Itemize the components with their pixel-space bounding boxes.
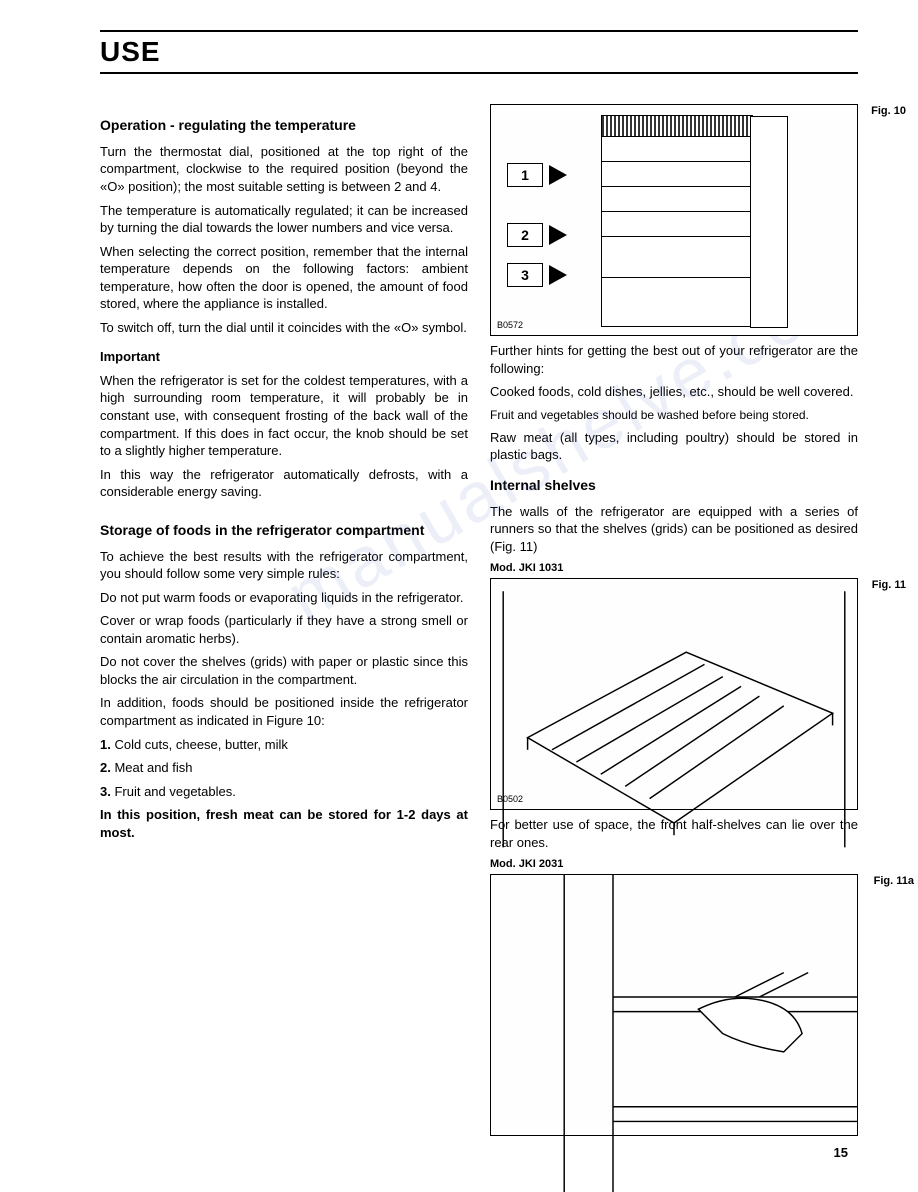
shelf-svg <box>491 579 857 860</box>
para: Cover or wrap foods (particularly if the… <box>100 612 468 647</box>
fig-code: B0572 <box>497 319 523 331</box>
fridge-sketch <box>601 115 753 327</box>
page-title: USE <box>100 36 858 68</box>
para: Cooked foods, cold dishes, jellies, etc.… <box>490 383 858 401</box>
para: The walls of the refrigerator are equipp… <box>490 503 858 556</box>
list-item: 3. Fruit and vegetables. <box>100 783 468 801</box>
fridge-door <box>750 116 788 328</box>
shelf-line <box>602 277 752 278</box>
compartment-svg <box>491 875 857 1192</box>
fig-11-label: Fig. 11 <box>872 578 906 593</box>
list-text: Cold cuts, cheese, butter, milk <box>111 737 288 752</box>
figure-10: 1 2 3 B0572 <box>490 104 858 336</box>
heading-storage: Storage of foods in the refrigerator com… <box>100 521 468 540</box>
arrow-3: 3 <box>507 263 567 287</box>
left-column: Operation - regulating the temperature T… <box>100 104 468 1142</box>
list-num: 2. <box>100 760 111 775</box>
para: In addition, foods should be positioned … <box>100 694 468 729</box>
fig-11a-label: Fig. 11a <box>874 874 914 889</box>
figure-11-wrap: B0502 Fig. 11 <box>490 578 858 810</box>
heading-important: Important <box>100 348 468 366</box>
arrow-box: 2 <box>507 223 543 247</box>
model-label: Mod. JKI 1031 <box>490 561 858 576</box>
rule-bottom <box>100 72 858 74</box>
heading-operation: Operation - regulating the temperature <box>100 116 468 135</box>
fig-code: B0502 <box>497 793 523 805</box>
para: Do not put warm foods or evaporating liq… <box>100 589 468 607</box>
arrow-box: 3 <box>507 263 543 287</box>
figure-11: B0502 <box>490 578 858 810</box>
list-text: Fruit and vegetables. <box>111 784 236 799</box>
figure-10-wrap: 1 2 3 B0572 Fig. 10 <box>490 104 858 336</box>
columns: Operation - regulating the temperature T… <box>100 104 858 1142</box>
shelf-line <box>602 161 752 162</box>
manual-page: manualshelve.com USE Operation - regulat… <box>0 0 918 1188</box>
list-item: 1. Cold cuts, cheese, butter, milk <box>100 736 468 754</box>
para: In this way the refrigerator automatical… <box>100 466 468 501</box>
list-text: Meat and fish <box>111 760 193 775</box>
rule-top <box>100 30 858 32</box>
list-num: 3. <box>100 784 111 799</box>
para: When the refrigerator is set for the col… <box>100 372 468 460</box>
para: When selecting the correct position, rem… <box>100 243 468 313</box>
heading-shelves: Internal shelves <box>490 476 858 495</box>
list-item: 2. Meat and fish <box>100 759 468 777</box>
right-column: 1 2 3 B0572 Fig. 10 Further hints for ge… <box>490 104 858 1142</box>
arrow-icon <box>549 265 567 285</box>
shelf-line <box>602 236 752 237</box>
para: Do not cover the shelves (grids) with pa… <box>100 653 468 688</box>
para-bold: In this position, fresh meat can be stor… <box>100 806 468 841</box>
para: Fruit and vegetables should be washed be… <box>490 407 858 423</box>
arrow-2: 2 <box>507 223 567 247</box>
para: The temperature is automatically regulat… <box>100 202 468 237</box>
figure-11a <box>490 874 858 1136</box>
para: To switch off, turn the dial until it co… <box>100 319 468 337</box>
para: Further hints for getting the best out o… <box>490 342 858 377</box>
fig-10-label: Fig. 10 <box>871 104 906 119</box>
arrow-icon <box>549 165 567 185</box>
page-number: 15 <box>834 1145 848 1160</box>
arrow-box: 1 <box>507 163 543 187</box>
shelf-line <box>602 186 752 187</box>
arrow-icon <box>549 225 567 245</box>
arrow-1: 1 <box>507 163 567 187</box>
para: To achieve the best results with the ref… <box>100 548 468 583</box>
para: Raw meat (all types, including poultry) … <box>490 429 858 464</box>
list-num: 1. <box>100 737 111 752</box>
shelf-line <box>602 211 752 212</box>
figure-11a-wrap: Fig. 11a <box>490 874 858 1136</box>
fridge-hatch <box>602 116 752 137</box>
para: Turn the thermostat dial, positioned at … <box>100 143 468 196</box>
